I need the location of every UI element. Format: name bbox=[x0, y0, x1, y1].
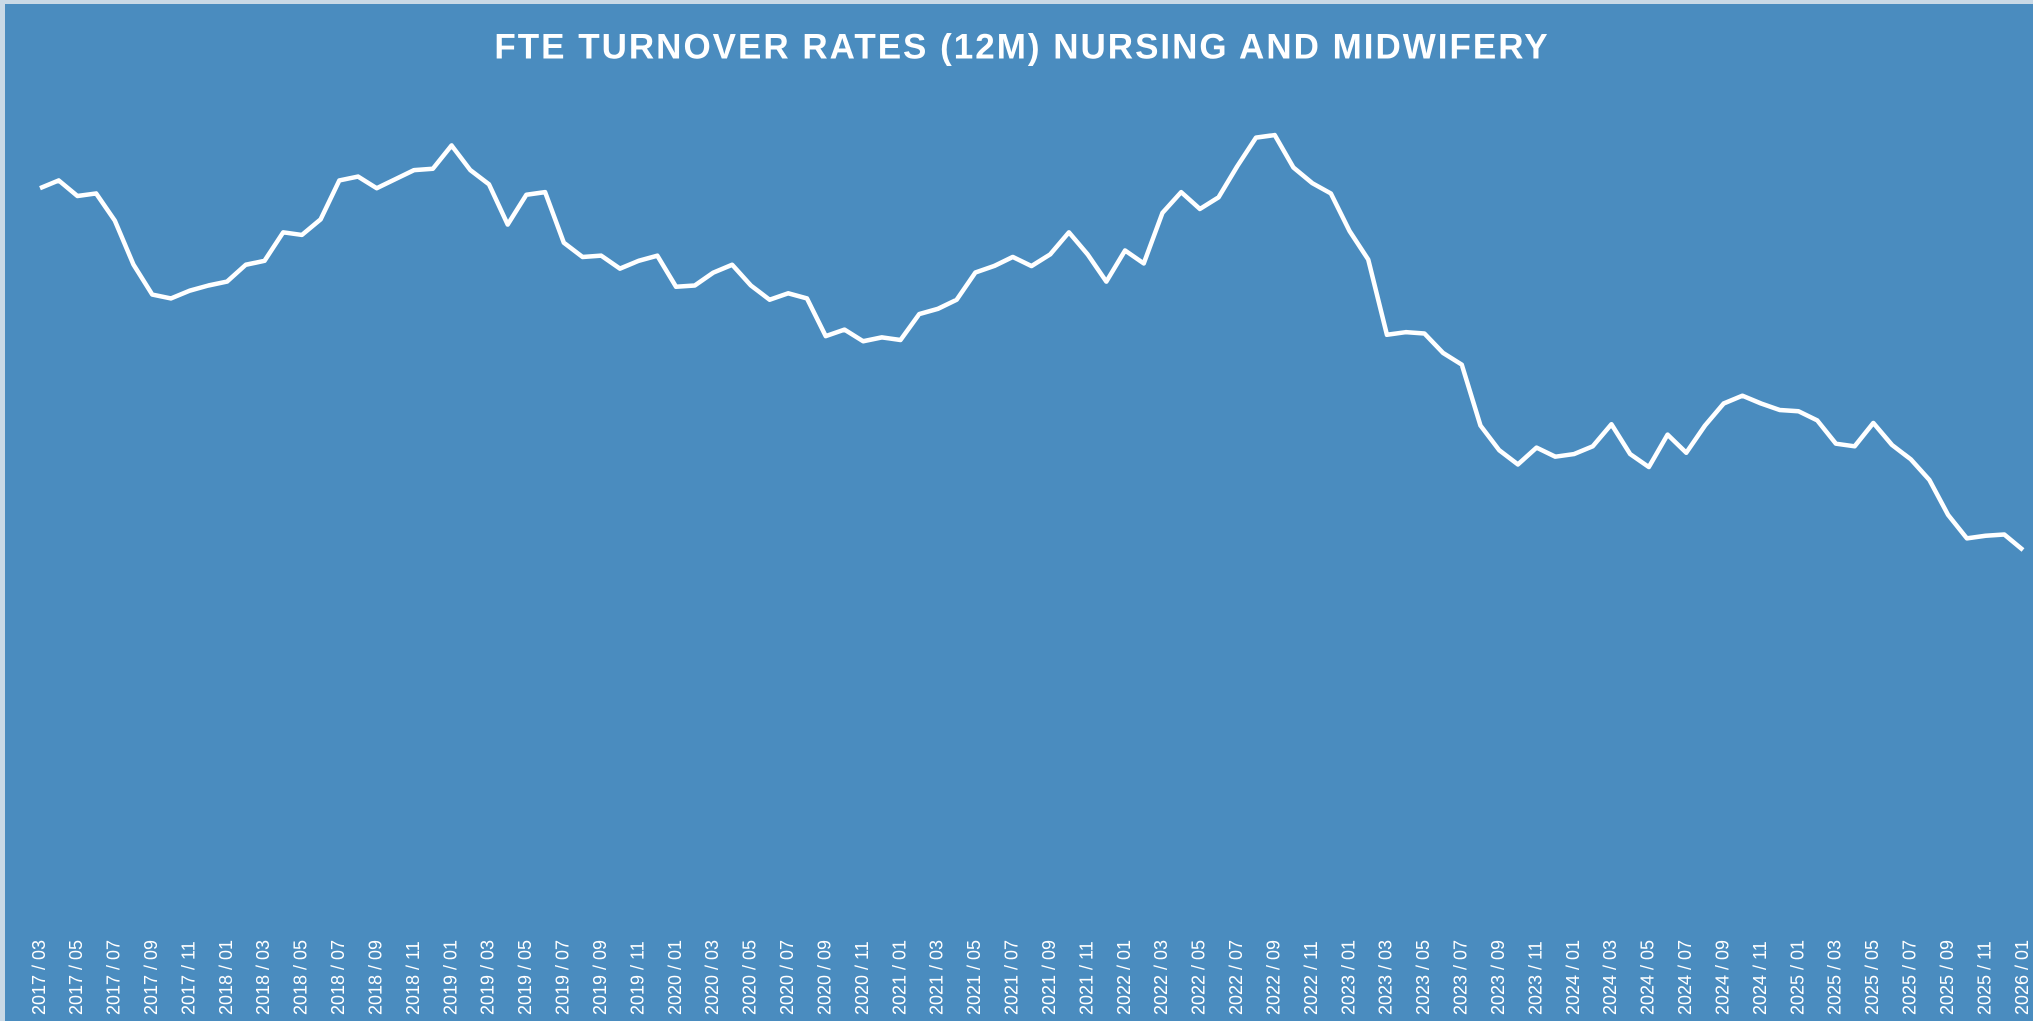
x-tick-label: 2024 / 01 bbox=[1563, 940, 1583, 1015]
x-tick-label: 2020 / 11 bbox=[852, 941, 872, 1015]
x-tick-label: 2024 / 05 bbox=[1638, 940, 1658, 1015]
x-tick-label: 2019 / 07 bbox=[553, 940, 573, 1015]
x-tick-label: 2025 / 07 bbox=[1900, 940, 1920, 1015]
x-tick-label: 2020 / 09 bbox=[814, 940, 834, 1015]
x-tick-label: 2018 / 09 bbox=[365, 940, 385, 1015]
x-tick-label: 2025 / 01 bbox=[1787, 940, 1807, 1015]
x-tick-label: 2023 / 03 bbox=[1376, 940, 1396, 1015]
x-tick-label: 2023 / 11 bbox=[1525, 941, 1545, 1015]
x-tick-label: 2017 / 09 bbox=[141, 940, 161, 1015]
x-tick-label: 2021 / 05 bbox=[964, 940, 984, 1015]
x-tick-label: 2021 / 09 bbox=[1039, 940, 1059, 1015]
x-tick-label: 2022 / 09 bbox=[1263, 940, 1283, 1015]
x-tick-label: 2022 / 05 bbox=[1189, 940, 1209, 1015]
x-tick-label: 2019 / 03 bbox=[478, 940, 498, 1015]
x-tick-label: 2018 / 07 bbox=[328, 940, 348, 1015]
x-tick-label: 2019 / 05 bbox=[515, 940, 535, 1015]
x-tick-label: 2021 / 03 bbox=[927, 940, 947, 1015]
x-tick-label: 2025 / 09 bbox=[1937, 940, 1957, 1015]
x-tick-label: 2022 / 03 bbox=[1151, 940, 1171, 1015]
x-tick-label: 2024 / 11 bbox=[1750, 941, 1770, 1015]
top-border bbox=[0, 0, 2033, 4]
x-tick-label: 2025 / 11 bbox=[1974, 941, 1994, 1015]
x-tick-label: 2020 / 05 bbox=[740, 940, 760, 1015]
x-tick-label: 2021 / 11 bbox=[1076, 941, 1096, 1015]
x-tick-label: 2020 / 01 bbox=[665, 940, 685, 1015]
x-tick-label: 2019 / 11 bbox=[627, 941, 647, 1015]
x-tick-label: 2017 / 11 bbox=[178, 941, 198, 1015]
x-tick-label: 2022 / 07 bbox=[1226, 940, 1246, 1015]
x-tick-label: 2025 / 03 bbox=[1825, 940, 1845, 1015]
x-tick-label: 2017 / 05 bbox=[66, 940, 86, 1015]
x-tick-label: 2018 / 11 bbox=[403, 941, 423, 1015]
x-tick-label: 2024 / 07 bbox=[1675, 940, 1695, 1015]
x-tick-label: 2023 / 07 bbox=[1451, 940, 1471, 1015]
x-tick-label: 2018 / 03 bbox=[253, 940, 273, 1015]
x-tick-label: 2023 / 01 bbox=[1338, 940, 1358, 1015]
left-border bbox=[0, 0, 5, 1021]
x-tick-label: 2019 / 01 bbox=[440, 940, 460, 1015]
x-tick-label: 2020 / 03 bbox=[702, 940, 722, 1015]
x-tick-label: 2023 / 09 bbox=[1488, 940, 1508, 1015]
x-tick-label: 2018 / 05 bbox=[291, 940, 311, 1015]
x-tick-label: 2023 / 05 bbox=[1413, 940, 1433, 1015]
x-tick-label: 2024 / 09 bbox=[1712, 940, 1732, 1015]
x-tick-label: 2017 / 03 bbox=[29, 940, 49, 1015]
x-tick-label: 2022 / 01 bbox=[1114, 940, 1134, 1015]
x-tick-label: 2017 / 07 bbox=[104, 940, 124, 1015]
x-tick-label: 2021 / 01 bbox=[889, 940, 909, 1015]
x-tick-label: 2021 / 07 bbox=[1002, 940, 1022, 1015]
x-tick-label: 2019 / 09 bbox=[590, 940, 610, 1015]
x-tick-label: 2018 / 01 bbox=[216, 940, 236, 1015]
x-tick-label: 2024 / 03 bbox=[1600, 940, 1620, 1015]
x-tick-label: 2020 / 07 bbox=[777, 940, 797, 1015]
x-tick-label: 2022 / 11 bbox=[1301, 941, 1321, 1015]
series-line bbox=[39, 132, 2025, 552]
x-tick-label: 2026 / 01 bbox=[2012, 940, 2032, 1015]
x-tick-label: 2025 / 05 bbox=[1862, 940, 1882, 1015]
chart-title: FTE TURNOVER RATES (12M) NURSING AND MID… bbox=[494, 27, 1549, 66]
